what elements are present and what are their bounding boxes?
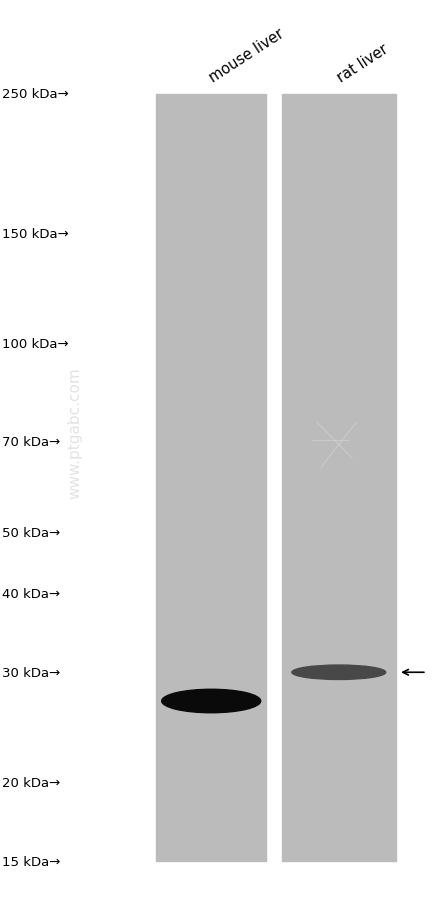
Ellipse shape (292, 666, 386, 680)
Text: 250 kDa→: 250 kDa→ (2, 88, 69, 101)
Text: 70 kDa→: 70 kDa→ (2, 435, 60, 448)
Text: www.ptgabc.com: www.ptgabc.com (67, 367, 82, 499)
Text: 50 kDa→: 50 kDa→ (2, 527, 60, 539)
Ellipse shape (162, 689, 260, 713)
Text: 30 kDa→: 30 kDa→ (2, 666, 60, 679)
Text: 100 kDa→: 100 kDa→ (2, 338, 69, 351)
Text: 20 kDa→: 20 kDa→ (2, 777, 60, 789)
Bar (156, 95, 266, 861)
Bar (282, 95, 396, 861)
Text: 15 kDa→: 15 kDa→ (2, 855, 61, 868)
Text: 40 kDa→: 40 kDa→ (2, 587, 60, 601)
Text: mouse liver: mouse liver (207, 26, 287, 86)
Text: 150 kDa→: 150 kDa→ (2, 227, 69, 241)
Text: rat liver: rat liver (334, 41, 391, 86)
